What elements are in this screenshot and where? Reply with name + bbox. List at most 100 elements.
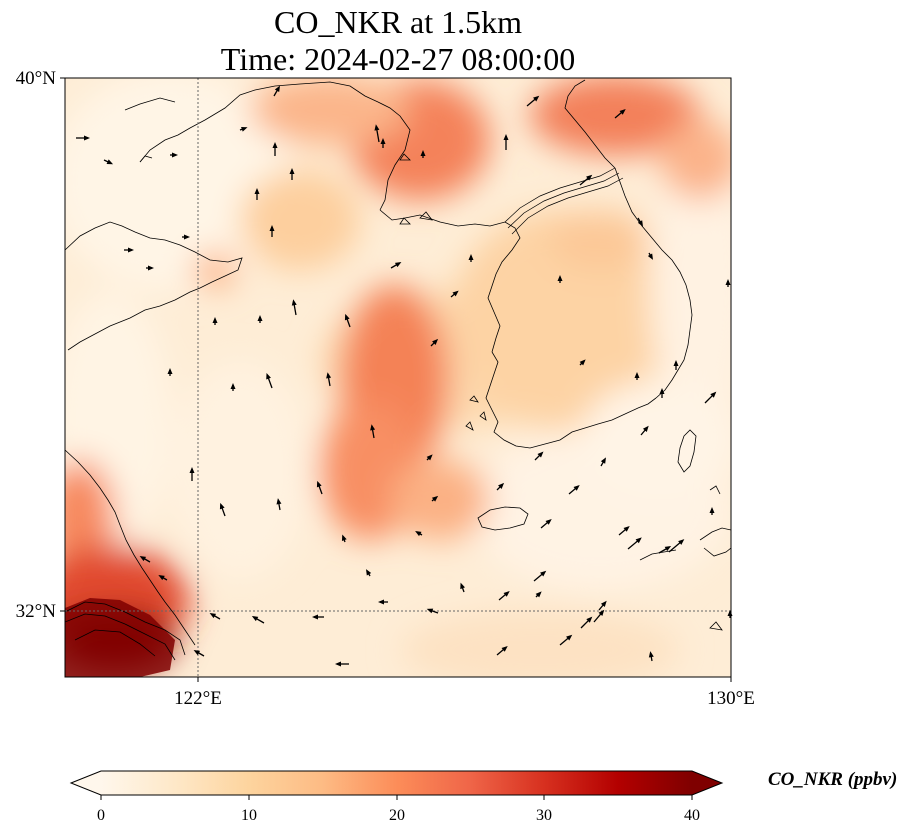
wind-arrow: [182, 234, 190, 240]
wind-arrow: [658, 546, 672, 554]
wind-arrow: [251, 616, 265, 624]
wind-arrow: [103, 159, 114, 165]
colorbar-min-extension: [71, 771, 101, 795]
wind-arrow: [415, 531, 423, 537]
wind-arrow: [189, 467, 195, 481]
wind-arrow: [420, 150, 426, 158]
wind-arrow: [709, 507, 715, 515]
wind-arrow: [526, 95, 540, 107]
map-title: CO_NKR at 1.5km: [274, 4, 522, 40]
wind-arrow: [335, 661, 349, 667]
wind-vectors: [76, 85, 733, 667]
wind-arrow: [725, 279, 731, 287]
wind-arrow: [219, 502, 226, 517]
wind-arrow: [167, 368, 173, 376]
wind-arrow: [431, 495, 439, 502]
lon-label-130e: 130°E: [707, 688, 755, 709]
wind-arrow: [637, 217, 643, 227]
wind-arrow: [272, 142, 278, 156]
wind-arrow: [496, 482, 505, 491]
colorbar-tick-40: 40: [684, 807, 700, 824]
wind-arrow: [498, 591, 510, 601]
colorbar-tick-20: 20: [389, 807, 405, 824]
wind-arrow: [535, 591, 542, 598]
wind-arrow: [170, 152, 178, 158]
wind-arrow: [291, 299, 297, 316]
wind-arrow: [370, 424, 376, 439]
colorbar: 0 10 20 30 40: [69, 770, 724, 824]
colorbar-max-extension: [692, 771, 722, 795]
map-subtitle: Time: 2024-02-27 08:00:00: [220, 41, 576, 77]
wind-arrow: [341, 534, 347, 543]
colorbar-gradient: [101, 771, 692, 795]
wind-arrow: [378, 599, 388, 605]
wind-arrow: [634, 372, 640, 380]
axis-ticks: [60, 77, 732, 682]
wind-arrow: [534, 451, 544, 461]
lat-label-32n: 32°N: [16, 601, 57, 622]
wind-arrow: [647, 252, 653, 260]
wind-arrow: [450, 290, 459, 298]
wind-arrow: [374, 124, 380, 143]
wind-arrow: [533, 570, 547, 582]
wind-arrow: [146, 265, 154, 271]
lat-label-40n: 40°N: [16, 68, 57, 89]
wind-arrow: [254, 188, 260, 200]
wind-arrow: [668, 539, 685, 553]
wind-arrow: [540, 519, 552, 529]
wind-arrow: [289, 168, 295, 180]
wind-arrow: [460, 582, 465, 593]
wind-arrow: [580, 616, 593, 629]
colorbar-tick-10: 10: [241, 807, 257, 824]
wind-arrow: [659, 388, 665, 398]
wind-arrow: [326, 372, 332, 387]
wind-arrow: [640, 425, 649, 436]
wind-arrow: [503, 134, 509, 150]
wind-arrow: [600, 457, 606, 467]
wind-arrow: [426, 608, 439, 614]
wind-arrow: [193, 650, 205, 657]
wind-arrow: [648, 651, 654, 662]
colorbar-tick-30: 30: [536, 807, 552, 824]
wind-arrow: [468, 254, 474, 262]
wind-arrow: [593, 609, 605, 623]
wind-arrow: [316, 480, 323, 495]
lon-label-122e: 122°E: [174, 688, 222, 709]
wind-arrow: [390, 262, 402, 269]
wind-arrow: [430, 338, 439, 347]
wind-arrow: [139, 556, 151, 563]
wind-arrow: [704, 391, 717, 404]
wind-arrow: [344, 313, 351, 328]
wind-arrow: [273, 85, 280, 97]
wind-arrow: [598, 600, 607, 611]
concentration-field: [65, 78, 731, 677]
wind-arrow: [209, 613, 221, 620]
wind-arrow: [579, 174, 593, 186]
map-frame: [64, 77, 732, 678]
wind-arrow: [269, 225, 275, 237]
wind-arrow: [627, 537, 642, 550]
coastlines: [65, 79, 731, 661]
gridlines: [65, 78, 731, 677]
wind-arrow: [158, 575, 168, 581]
wind-arrow: [124, 247, 134, 253]
wind-arrow: [276, 498, 282, 511]
wind-arrow: [618, 526, 630, 536]
wind-arrow: [579, 359, 586, 366]
wind-arrow: [568, 485, 580, 495]
wind-arrow: [380, 138, 386, 148]
wind-arrow: [673, 360, 679, 370]
wind-arrow: [559, 634, 573, 646]
wind-arrow: [230, 383, 236, 391]
wind-arrow: [557, 275, 563, 283]
wind-arrow: [366, 569, 372, 577]
wind-arrow: [614, 109, 626, 119]
wind-arrow: [239, 126, 248, 132]
colorbar-tick-0: 0: [97, 807, 105, 824]
wind-arrow: [426, 454, 433, 461]
colorbar-label: CO_NKR (ppbv): [768, 769, 898, 790]
wind-arrow: [76, 135, 90, 141]
wind-arrow: [312, 614, 324, 620]
wind-arrow: [257, 315, 263, 323]
